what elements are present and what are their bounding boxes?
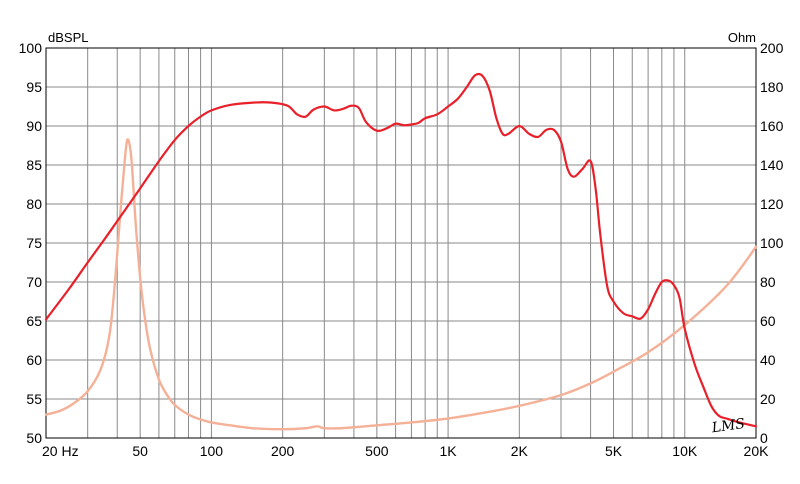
impedance-line xyxy=(44,138,758,431)
x-tick-label: 1K xyxy=(440,443,458,459)
x-tick-label: 10K xyxy=(672,443,698,459)
x-tick-label: 500 xyxy=(365,443,389,459)
x-tick-label: 100 xyxy=(200,443,224,459)
series-group xyxy=(44,72,758,431)
left-tick-label: 50 xyxy=(26,430,42,446)
left-tick-label: 80 xyxy=(26,196,42,212)
right-tick-label: 100 xyxy=(760,235,784,251)
left-tick-label: 85 xyxy=(26,157,42,173)
lms-logo: LMS xyxy=(710,416,746,437)
right-tick-label: 60 xyxy=(760,313,776,329)
right-tick-label: 120 xyxy=(760,196,784,212)
grid xyxy=(46,48,756,438)
right-axis-label: Ohm xyxy=(728,30,756,45)
left-tick-label: 100 xyxy=(19,40,43,56)
right-tick-label: 0 xyxy=(760,430,768,446)
left-axis-label: dBSPL xyxy=(48,30,88,45)
x-axis-ticks: 20 Hz 50 100 200 500 1K 2K 5K 10K 20K xyxy=(42,443,769,459)
left-tick-label: 60 xyxy=(26,352,42,368)
right-tick-label: 20 xyxy=(760,391,776,407)
left-tick-label: 90 xyxy=(26,118,42,134)
x-tick-label: 200 xyxy=(271,443,295,459)
right-tick-label: 140 xyxy=(760,157,784,173)
right-tick-label: 160 xyxy=(760,118,784,134)
left-tick-label: 65 xyxy=(26,313,42,329)
left-axis-ticks: 50 55 60 65 70 75 80 85 90 95 100 xyxy=(19,40,43,446)
left-tick-label: 70 xyxy=(26,274,42,290)
left-tick-label: 55 xyxy=(26,391,42,407)
right-tick-label: 180 xyxy=(760,79,784,95)
lms-logo-text: LMS xyxy=(710,416,746,437)
right-tick-label: 80 xyxy=(760,274,776,290)
right-axis-ticks: 0 20 40 60 80 100 120 140 160 180 200 xyxy=(760,40,784,446)
left-tick-label: 75 xyxy=(26,235,42,251)
x-tick-label: 50 xyxy=(132,443,148,459)
x-tick-label: 5K xyxy=(605,443,623,459)
right-tick-label: 40 xyxy=(760,352,776,368)
x-tick-label: 20K xyxy=(744,443,770,459)
left-tick-label: 95 xyxy=(26,79,42,95)
x-tick-label: 20 Hz xyxy=(42,443,79,459)
spl-line xyxy=(44,72,758,428)
plot-frame xyxy=(45,47,757,439)
x-tick-label: 2K xyxy=(511,443,529,459)
right-tick-label: 200 xyxy=(760,40,784,56)
